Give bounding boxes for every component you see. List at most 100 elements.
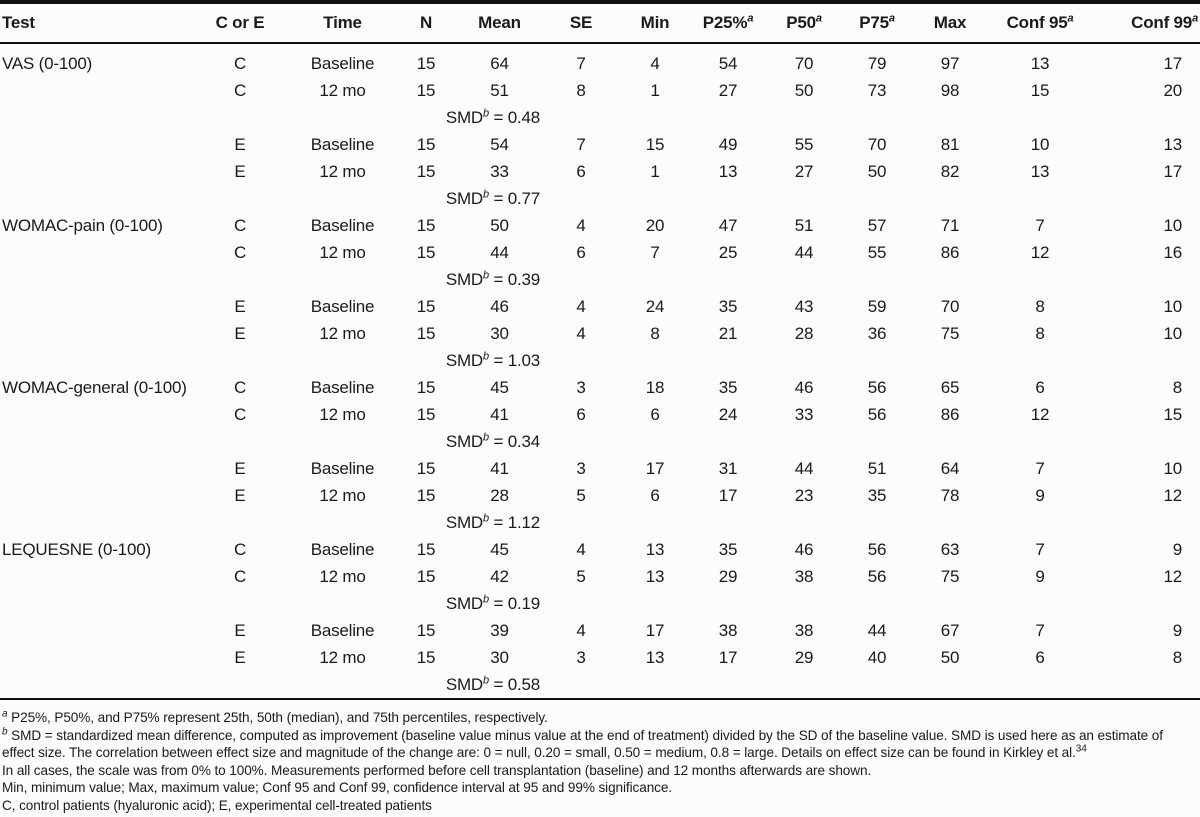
- cell-n: 15: [416, 647, 436, 667]
- table-row: E 12 mo 15 30 4 8 21 28 36 75 8 10: [0, 320, 1200, 347]
- col-header-time: Time: [290, 2, 395, 44]
- cell-test: [0, 158, 190, 185]
- smd-value-cell: SMDb = 0.48: [445, 106, 540, 127]
- cell-arm: C: [233, 80, 247, 100]
- cell-p75: 44: [867, 620, 887, 640]
- cell-mean: 41: [490, 404, 509, 424]
- col-header-n: N: [395, 2, 457, 44]
- cell-time: 12 mo: [319, 323, 366, 343]
- cell-min: 8: [650, 323, 660, 343]
- cell-p75: 35: [867, 485, 887, 505]
- cell-max: 97: [940, 53, 960, 73]
- cell-time: 12 mo: [319, 404, 366, 424]
- smd-value-cell: SMDb = 0.34: [445, 430, 540, 451]
- cell-conf95: 10: [1030, 134, 1050, 154]
- smd-value-cell: SMDb = 0.19: [445, 592, 540, 613]
- smd-value-cell: SMDb = 0.39: [445, 268, 540, 289]
- cell-p25: 31: [718, 458, 738, 478]
- cell-test: [0, 77, 190, 104]
- cell-min: 17: [645, 458, 665, 478]
- table-row: C 12 mo 15 51 8 1 27 50 73 98 15 20: [0, 77, 1200, 104]
- smd-value-cell: SMDb = 1.12: [445, 511, 540, 532]
- smd-row: SMDb = 1.03: [0, 347, 1200, 374]
- col-header-p75: P75a: [842, 2, 912, 44]
- cell-p25: 54: [718, 53, 738, 73]
- cell-p50: 70: [794, 53, 814, 73]
- footnote-line: In all cases, the scale was from 0% to 1…: [2, 762, 872, 778]
- cell-conf99: 10: [1163, 458, 1182, 478]
- footnote-marker: b: [483, 187, 489, 200]
- cell-conf99: 9: [1172, 620, 1182, 640]
- table-header: Test C or E Time N Mean SE Min P25%a P50a P75a Max…: [0, 2, 1200, 44]
- cell-mean: 44: [490, 242, 509, 262]
- cell-p50: 43: [794, 296, 814, 316]
- cell-test: [0, 482, 190, 509]
- cell-se: 4: [576, 323, 586, 343]
- smd-row: SMDb = 0.77: [0, 185, 1200, 212]
- cell-conf95: 7: [1035, 458, 1045, 478]
- cell-conf99: 12: [1163, 485, 1182, 505]
- cell-mean: 46: [490, 296, 509, 316]
- cell-max: 86: [940, 242, 960, 262]
- cell-se: 3: [576, 458, 586, 478]
- col-header-conf-99: Conf 99a: [1092, 2, 1200, 44]
- cell-test: LEQUESNE (0-100): [2, 539, 151, 559]
- cell-max: 65: [940, 377, 960, 397]
- cell-arm: C: [233, 242, 247, 262]
- cell-min: 13: [645, 566, 665, 586]
- cell-arm: E: [234, 485, 246, 505]
- cell-p25: 13: [718, 161, 738, 181]
- cell-arm: E: [234, 620, 246, 640]
- cell-p25: 17: [718, 485, 738, 505]
- cell-time: Baseline: [310, 53, 375, 73]
- cell-arm: C: [233, 566, 247, 586]
- cell-time: Baseline: [310, 215, 375, 235]
- cell-test: WOMAC-general (0-100): [2, 377, 187, 397]
- cell-empty: [542, 671, 1200, 699]
- cell-mean: 39: [490, 620, 509, 640]
- cell-time: 12 mo: [319, 80, 366, 100]
- cell-p75: 40: [867, 647, 887, 667]
- col-header-conf-95: Conf 95a: [988, 2, 1092, 44]
- cell-conf99: 9: [1172, 539, 1182, 559]
- cell-empty: [542, 509, 1200, 536]
- cell-n: 15: [416, 485, 436, 505]
- cell-conf99: 13: [1163, 134, 1182, 154]
- cell-test: [0, 455, 190, 482]
- results-table: Test C or E Time N Mean SE Min P25%a P50a P75a Max…: [0, 0, 1200, 700]
- cell-p25: 38: [718, 620, 738, 640]
- cell-p25: 35: [718, 377, 738, 397]
- cell-conf95: 12: [1030, 404, 1050, 424]
- cell-p50: 55: [794, 134, 814, 154]
- cell-min: 24: [645, 296, 665, 316]
- cell-conf95: 13: [1030, 161, 1050, 181]
- cell-p50: 28: [794, 323, 814, 343]
- cell-max: 67: [940, 620, 960, 640]
- cell-empty: [0, 266, 395, 293]
- cell-empty: [542, 266, 1200, 293]
- cell-arm: E: [234, 323, 246, 343]
- table-row: C 12 mo 15 44 6 7 25 44 55 86 12 16: [0, 239, 1200, 266]
- cell-se: 7: [576, 134, 586, 154]
- cell-max: 50: [940, 647, 960, 667]
- cell-conf95: 12: [1030, 242, 1050, 262]
- cell-max: 81: [940, 134, 960, 154]
- footnote-marker: b: [483, 106, 489, 119]
- cell-min: 18: [645, 377, 665, 397]
- cell-conf95: 15: [1030, 80, 1050, 100]
- table-row: WOMAC-general (0-100) C Baseline 15 45 3 18 35 4…: [0, 374, 1200, 401]
- cell-conf99: 10: [1163, 215, 1182, 235]
- cell-mean: 41: [490, 458, 509, 478]
- cell-n: 15: [416, 566, 436, 586]
- cell-p25: 35: [718, 296, 738, 316]
- cell-p50: 27: [794, 161, 814, 181]
- cell-mean: 30: [490, 647, 509, 667]
- cell-min: 1: [650, 80, 660, 100]
- cell-p50: 46: [794, 539, 814, 559]
- reference-marker: 34: [1075, 743, 1087, 755]
- cell-test: [0, 320, 190, 347]
- cell-se: 4: [576, 620, 586, 640]
- footnote-marker: a: [888, 12, 895, 25]
- table-row: WOMAC-pain (0-100) C Baseline 15 50 4 20 47 51 57…: [0, 212, 1200, 239]
- cell-max: 64: [940, 458, 960, 478]
